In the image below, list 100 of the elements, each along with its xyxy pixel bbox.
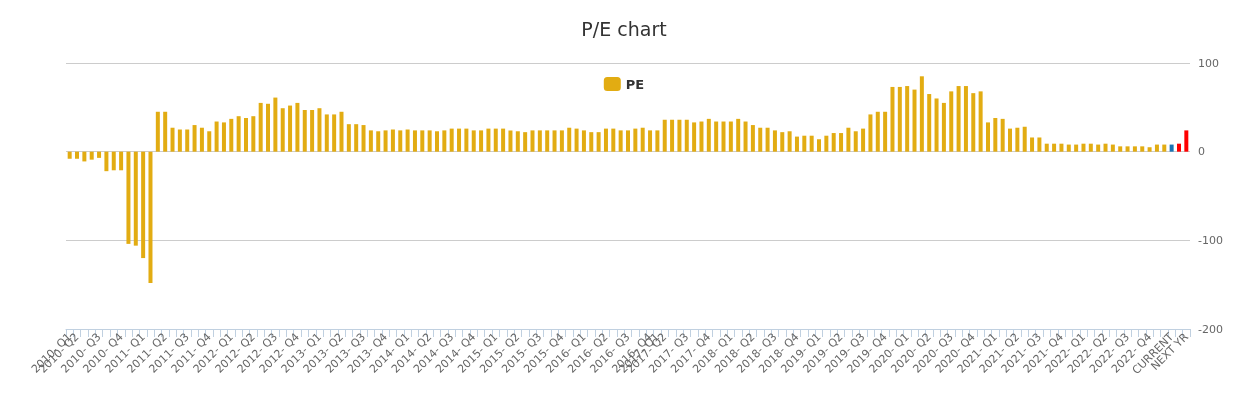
bar — [677, 119, 682, 152]
bar — [251, 116, 256, 152]
bar — [434, 131, 439, 152]
bar — [376, 131, 381, 152]
bar — [912, 89, 917, 152]
bar — [185, 129, 190, 152]
bar — [655, 130, 660, 152]
bar — [750, 125, 755, 152]
bar — [897, 86, 902, 152]
y-tick-label: -200 — [1198, 322, 1223, 336]
bar — [927, 94, 932, 152]
bar — [743, 121, 748, 152]
bar — [266, 103, 271, 152]
bar — [596, 132, 601, 152]
bar — [501, 128, 506, 152]
bar — [111, 151, 116, 171]
bar — [104, 151, 109, 172]
bar — [1066, 144, 1071, 152]
bar — [199, 127, 204, 152]
bar — [236, 116, 241, 152]
bar — [310, 109, 315, 152]
bar — [758, 127, 763, 152]
bar — [464, 128, 469, 152]
bar — [706, 118, 711, 152]
bar — [75, 151, 80, 159]
bar — [1147, 147, 1152, 152]
bar — [684, 119, 689, 152]
bar — [875, 111, 880, 152]
bar — [802, 135, 807, 152]
bar — [971, 93, 976, 152]
bar — [919, 76, 924, 152]
bar — [97, 151, 102, 158]
bar — [427, 130, 432, 152]
bar — [192, 125, 197, 152]
bar — [1140, 146, 1145, 152]
bar — [398, 130, 403, 152]
bar — [772, 130, 777, 152]
bar — [1096, 144, 1101, 152]
bar — [956, 86, 961, 152]
bar — [420, 130, 425, 152]
bar — [119, 151, 124, 171]
bar — [728, 121, 733, 152]
bar — [985, 122, 990, 152]
bar — [530, 130, 535, 152]
bar — [288, 105, 293, 152]
bar — [567, 127, 572, 152]
bar — [221, 122, 226, 152]
bar — [332, 114, 337, 152]
bar — [831, 133, 836, 152]
bar — [1110, 144, 1115, 152]
bar — [141, 151, 146, 259]
bar — [295, 102, 300, 152]
bar — [508, 130, 513, 152]
bar — [1088, 143, 1093, 152]
bar — [493, 128, 498, 152]
bar — [537, 130, 542, 152]
bar — [1037, 137, 1042, 152]
bar — [1169, 144, 1174, 152]
bar — [861, 128, 866, 152]
bar — [361, 125, 366, 152]
bar — [809, 135, 814, 152]
bar — [611, 128, 616, 152]
bar — [1008, 128, 1013, 152]
bar — [905, 86, 910, 152]
bar — [640, 127, 645, 152]
legend-label: PE — [625, 76, 645, 92]
bar — [449, 128, 454, 152]
bar — [515, 131, 520, 152]
bar — [552, 130, 557, 152]
bar — [1015, 127, 1020, 152]
bar — [471, 130, 476, 152]
bar — [82, 151, 87, 162]
bar — [412, 130, 417, 152]
bar — [324, 114, 329, 152]
bar — [339, 111, 344, 152]
bar — [978, 91, 983, 152]
bar — [442, 130, 447, 152]
bar — [824, 135, 829, 152]
bar — [163, 111, 168, 152]
bar — [1022, 126, 1027, 152]
y-tick-label: 0 — [1198, 145, 1205, 159]
bar — [714, 121, 719, 152]
bar — [229, 118, 234, 152]
bar — [214, 121, 219, 152]
bar — [1176, 143, 1181, 152]
bar — [354, 124, 359, 152]
bar — [148, 151, 153, 283]
bar — [1154, 144, 1159, 152]
chart-title: P/E chart — [581, 17, 667, 40]
bar — [853, 131, 858, 152]
bar — [243, 117, 248, 152]
bar — [589, 132, 594, 152]
bar — [317, 108, 322, 152]
bar — [662, 119, 667, 152]
bar — [302, 109, 307, 152]
bar — [207, 131, 212, 152]
bar — [89, 151, 94, 160]
bar — [1103, 143, 1108, 152]
bar — [934, 98, 939, 152]
bar — [618, 130, 623, 152]
